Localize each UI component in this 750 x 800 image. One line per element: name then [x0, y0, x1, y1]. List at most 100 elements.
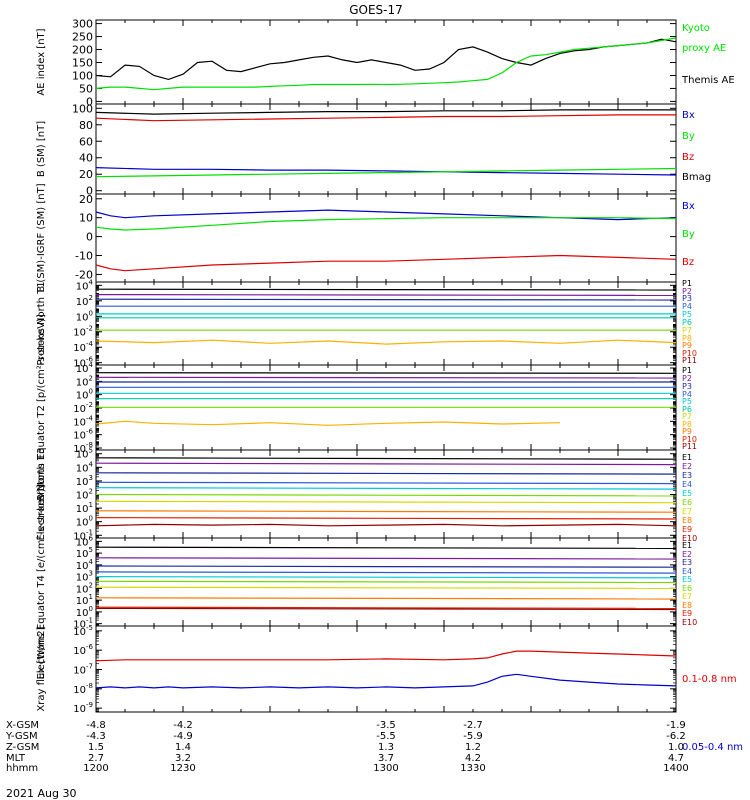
x-axis-table: X-GSM -4.8 -4.2 -3.5 -2.7 -1.9 Y-GSM -4.3 -4.9 -5… [5, 720, 689, 774]
y-tick-label: 0 [86, 185, 93, 198]
legend-entry: Themis AE [681, 75, 735, 86]
legend-entry: E4 [682, 480, 692, 489]
y-tick-label: 104 [76, 361, 94, 375]
series-0-1-0-8-nm [95, 650, 677, 662]
legend-entry: P3 [682, 294, 692, 303]
legend-entry: E10 [682, 618, 697, 627]
panel-frame [95, 193, 677, 283]
y-tick-label: 10-2 [73, 401, 93, 415]
legend-entry: E1 [682, 541, 692, 550]
x-axis-value: 1.3 [378, 742, 394, 753]
series-p3 [95, 298, 677, 301]
y-tick-label: -20 [75, 268, 93, 281]
legend-entry: P9 [682, 341, 692, 350]
series-e7 [95, 500, 677, 504]
panel-8: 10-5 10-6 10-7 10-8 10-9 Xray flux [W/m2] 0.1-… [36, 624, 743, 753]
legend-entry: E6 [682, 584, 692, 593]
series-e3 [95, 565, 677, 568]
y-axis-label: AE index [nT] [36, 28, 47, 95]
series-bz [95, 114, 676, 122]
y-tick-label: 105 [76, 447, 93, 461]
chart-title: GOES-17 [349, 3, 403, 17]
series-e1 [95, 546, 677, 550]
series-e4 [95, 481, 677, 485]
x-axis-value: 1230 [170, 763, 195, 774]
x-axis-value: 3.7 [378, 753, 394, 764]
legend-entry: P2 [682, 287, 692, 296]
y-tick-label: 100 [76, 388, 93, 402]
panel-2: 0 20 40 60 80 100 B (SM) [nT] Bx By Bz Bmag [36, 102, 711, 197]
y-tick-label: 104 [76, 278, 94, 292]
legend-entry: E6 [682, 498, 692, 507]
legend-entry: E3 [682, 558, 692, 567]
legend-entry: P4 [682, 390, 692, 399]
x-axis-value: -4.2 [173, 720, 193, 731]
y-tick-label: 10-5 [73, 624, 93, 638]
y-tick-label: 50 [79, 82, 93, 95]
legend-entry: E4 [682, 567, 692, 576]
series-bz [95, 254, 677, 272]
series-p8 [95, 420, 561, 426]
x-axis-value: 1.0 [668, 742, 684, 753]
series-e8 [95, 510, 677, 513]
y-tick-label: 10-4 [73, 340, 93, 354]
y-tick-label: 40 [79, 152, 93, 165]
legend-entry: E2 [682, 462, 692, 471]
y-tick-label: 150 [72, 57, 93, 70]
series-bx [95, 167, 677, 176]
legend-entry: P7 [682, 412, 692, 421]
series-e10 [95, 523, 677, 527]
y-tick-label: 100 [72, 69, 93, 82]
y-tick-label: 10-6 [73, 643, 93, 657]
x-axis-value: -6.2 [666, 731, 686, 742]
series-by [95, 217, 677, 231]
legend-entry: E9 [682, 525, 692, 534]
legend-entry: 0.05-0.4 nm [682, 742, 743, 753]
legend-entry: E7 [682, 507, 692, 516]
series-e6 [95, 493, 677, 497]
legend-entry: Bx [682, 110, 695, 121]
series-p2 [95, 376, 677, 379]
y-axis-label: B (SM) [nT] [36, 121, 47, 177]
y-axis-label: Xray flux [W/m2] [36, 626, 47, 711]
x-axis-value: 1.5 [88, 742, 104, 753]
y-tick-label: 250 [72, 31, 93, 44]
y-tick-label: 300 [72, 18, 93, 31]
legend-entry: By [682, 131, 695, 142]
x-axis-value: 1200 [83, 763, 108, 774]
series-kyoto-proxy-ae [95, 37, 677, 91]
y-axis-label: Electrons Equator T4 [e/(cm²-s-sr-keV)] [36, 484, 47, 679]
x-axis-row-label: Z-GSM [6, 742, 39, 753]
x-axis-value: 3.2 [175, 753, 191, 764]
y-tick-label: 80 [79, 119, 93, 132]
legend-entry: E2 [682, 550, 692, 559]
panel-3: -20 -10 0 10 20 B (SM)-IGRF (SM) [nT] Bx By Bz [36, 183, 695, 292]
series-e4 [95, 571, 677, 574]
legend-entry: P1 [682, 279, 692, 288]
y-tick-label: 102 [76, 294, 93, 308]
series-e1 [95, 457, 677, 460]
x-axis-value: 4.7 [668, 753, 684, 764]
x-axis-value: 1300 [373, 763, 398, 774]
legend-entry: E9 [682, 609, 692, 618]
x-axis-value: 1.2 [465, 742, 481, 753]
series-p2 [95, 294, 677, 296]
series-e6 [95, 580, 677, 584]
y-tick-label: 103 [76, 474, 93, 488]
series-p1 [95, 288, 677, 291]
x-axis-value: 1.4 [175, 742, 191, 753]
x-axis-value: -4.8 [86, 720, 106, 731]
x-axis-value: -4.3 [86, 731, 106, 742]
legend-entry: By [682, 229, 695, 240]
y-tick-label: 102 [76, 488, 93, 502]
legend-entry: E5 [682, 575, 692, 584]
legend-entry: E5 [682, 489, 692, 498]
x-axis-row-label: MLT [6, 753, 26, 764]
legend-entry: P5 [682, 397, 692, 406]
y-axis-label: Protons North T1 [36, 281, 47, 365]
legend-entry: E7 [682, 592, 692, 601]
